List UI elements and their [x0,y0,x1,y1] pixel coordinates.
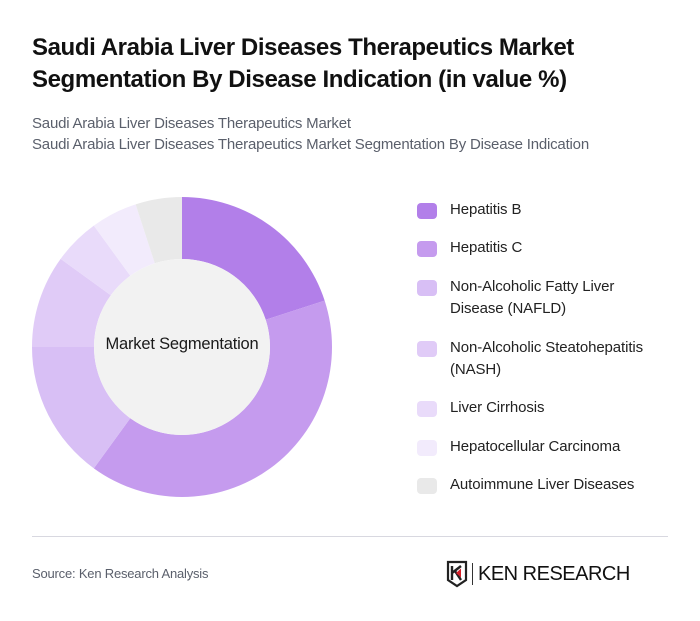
donut-segment [135,197,182,264]
donut-segment [93,204,155,276]
legend-swatch [417,280,437,296]
legend-item: Autoimmune Liver Diseases [417,474,687,512]
legend-swatch [417,440,437,456]
source-note: Source: Ken Research Analysis [32,566,209,581]
subtitle-line-1: Saudi Arabia Liver Diseases Therapeutics… [32,115,351,132]
legend-label: Hepatitis B [450,201,522,218]
legend-label: Non-Alcoholic Fatty Liver Disease (NAFLD) [450,278,615,317]
donut-hole [94,259,270,435]
subtitle-line-2: Saudi Arabia Liver Diseases Therapeutics… [32,136,589,153]
donut-segment [93,300,332,497]
legend-item: Hepatitis C [417,237,687,276]
legend-swatch [417,203,437,219]
donut-chart [32,197,332,497]
legend-item: Liver Cirrhosis [417,397,687,436]
legend-item: Non-Alcoholic Fatty Liver Disease (NAFLD) [417,276,687,337]
legend-item: Hepatitis B [417,199,687,237]
chart-subtitle: Saudi Arabia Liver Diseases Therapeutics… [32,113,589,155]
logo-text: KEN RESEARCH [478,562,630,585]
donut-segment [60,225,131,296]
donut-segment [32,347,131,469]
legend-label: Non-Alcoholic Steatohepatitis (NASH) [450,339,644,378]
chart-title: Saudi Arabia Liver Diseases Therapeutics… [32,34,574,93]
ken-research-k-shield-icon [446,560,468,588]
ken-research-logo: KEN RESEARCH [446,560,630,588]
legend-swatch [417,401,437,417]
chart-legend: Hepatitis B Hepatitis C Non-Alcoholic Fa… [417,199,687,512]
legend-label: Hepatitis C [450,239,523,256]
logo-separator [472,563,473,585]
legend-label: Autoimmune Liver Diseases [450,476,635,493]
donut-segment [32,258,111,347]
legend-label: Liver Cirrhosis [450,399,545,416]
footer-divider [32,536,668,537]
donut-segment [182,197,325,320]
legend-item: Non-Alcoholic Steatohepatitis (NASH) [417,337,687,397]
legend-swatch [417,241,437,257]
legend-item: Hepatocellular Carcinoma [417,436,687,474]
legend-label: Hepatocellular Carcinoma [450,438,621,455]
legend-swatch [417,341,437,357]
legend-swatch [417,478,437,494]
donut-center-label: Market Segmentation [105,335,259,353]
